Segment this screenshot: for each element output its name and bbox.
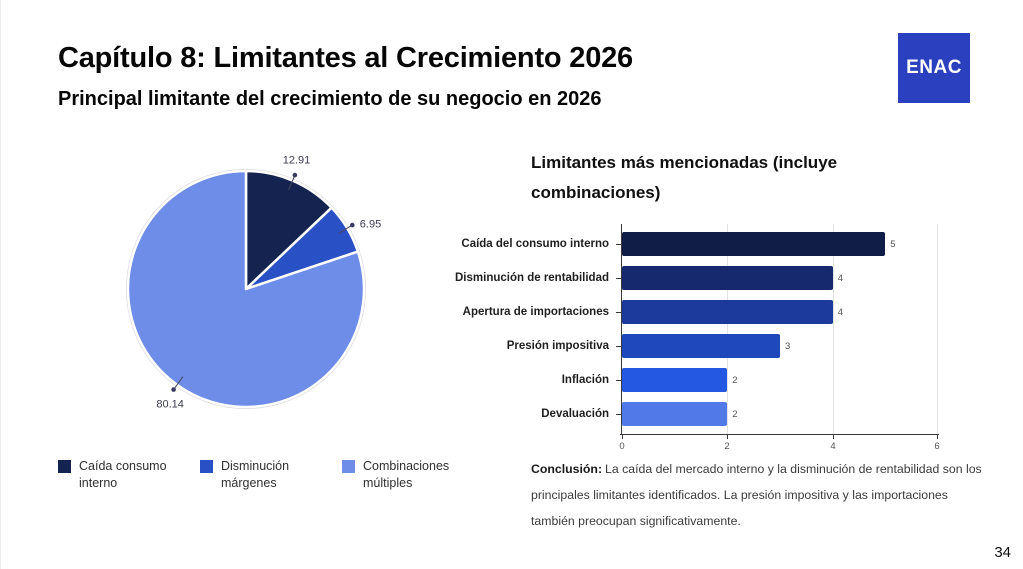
legend-label: Disminución márgenes [221,459,290,490]
bar-category-labels: Caída del consumo interno Disminución de … [444,224,621,434]
page-subtitle: Principal limitante del crecimiento de s… [58,88,602,110]
x-tick-label: 6 [934,441,940,452]
x-tick-label: 2 [724,441,730,452]
bar-category-label: Presión impositiva [506,339,609,352]
category-tick [616,380,621,382]
conclusion-label: Conclusión: [531,462,603,476]
legend-item: Caída consumo interno [58,458,200,492]
bar-row: 3 [616,329,938,363]
x-axis [620,434,939,435]
pie-label-dot [350,222,355,228]
conclusion: Conclusión: La caída del mercado interno … [531,456,983,534]
bar-4 [622,368,728,392]
legend-label: Combinaciones múltiples [363,459,450,490]
pie-legend: Caída consumo interno Disminución márgene… [58,458,484,492]
legend-swatch [58,460,71,473]
category-tick [616,414,621,416]
pie-label-leader [173,376,184,390]
pie-value-label: 12.91 [283,154,311,166]
bar-category-label: Disminución de rentabilidad [455,271,609,284]
bar-row: 4 [616,295,938,329]
bar-plot-area: 5 4 4 3 2 2 0 2 4 6 [616,224,940,452]
pie-value-label: 80.14 [156,399,184,411]
bar-category-label: Devaluación [541,407,609,420]
gridline [833,224,834,434]
x-axis-tick [937,435,938,439]
legend-item: Combinaciones múltiples [342,458,484,492]
category-tick [616,346,621,348]
bar-value-label: 3 [785,340,791,352]
gridline [937,224,938,434]
bar-value-label: 5 [890,238,896,250]
legend-item: Disminución márgenes [200,458,342,492]
bar-value-label: 2 [732,408,738,420]
x-axis-tick [727,435,728,439]
bar-row: 5 [616,227,938,261]
legend-label: Caída consumo interno [79,459,167,490]
category-tick [616,278,621,280]
x-tick-label: 4 [830,441,836,452]
bar-1 [622,266,833,290]
bar-category-label: Inflación [561,373,609,386]
pie-chart: 12.91 6.95 80.14 [126,154,381,411]
category-tick [616,244,621,246]
pie-label-leader [338,224,353,234]
pie-label-dot [171,387,176,392]
category-tick [616,312,621,314]
bar-0 [622,232,886,256]
pie-label-dot [292,172,298,178]
page-title: Capítulo 8: Limitantes al Crecimiento 20… [58,42,633,74]
x-axis-tick [833,435,834,439]
legend-swatch [200,460,213,473]
bar-category-label: Apertura de importaciones [462,305,609,318]
gridline [727,224,728,434]
bar-row: 4 [616,261,938,295]
bar-5 [622,402,728,426]
bar-category-label: Caída del consumo interno [461,237,609,250]
pie-label-leader [288,174,296,190]
legend-swatch [342,460,355,473]
bar-chart-title: Limitantes más mencionadas (incluye comb… [531,153,838,202]
page-number: 34 [994,544,1011,561]
pie-value-label: 6.95 [360,219,381,231]
bar-value-label: 4 [837,306,843,318]
bar-row: 2 [616,397,938,431]
bar-3 [622,334,780,358]
bar-rows: 5 4 4 3 2 2 [616,224,938,431]
conclusion-body: La caída del mercado interno y la dismin… [531,462,982,528]
enac-logo-text: ENAC [906,57,962,78]
bar-value-label: 4 [837,272,843,284]
bar-chart: Caída del consumo interno Disminución de … [444,224,940,452]
bar-2 [622,300,833,324]
x-axis-tick [622,435,623,439]
enac-logo: ENAC [898,33,970,103]
pie-outline [126,169,366,409]
bar-row: 2 [616,363,938,397]
x-tick-label: 0 [619,441,625,452]
bar-value-label: 2 [732,374,738,386]
